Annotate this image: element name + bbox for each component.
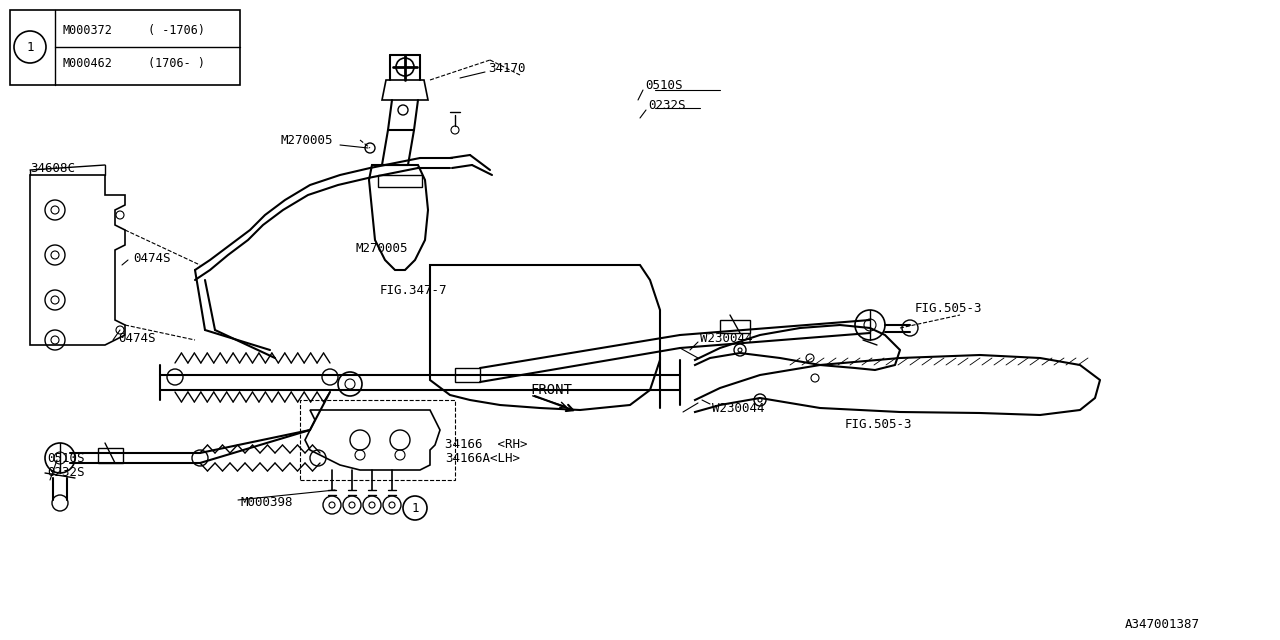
Text: M000372: M000372 [61,24,111,36]
Text: M270005: M270005 [280,134,333,147]
Text: FIG.505-3: FIG.505-3 [915,301,983,314]
Text: 34608C: 34608C [29,161,76,175]
Text: 0510S: 0510S [47,451,84,465]
Text: 1: 1 [411,502,419,515]
Text: (1706- ): (1706- ) [148,56,205,70]
Text: 0474S: 0474S [133,252,170,264]
Text: ( -1706): ( -1706) [148,24,205,36]
Text: W230044: W230044 [700,332,753,344]
Text: FIG.347-7: FIG.347-7 [380,284,448,296]
Text: 1: 1 [27,40,33,54]
Text: M000398: M000398 [241,497,293,509]
Text: W230044: W230044 [712,401,764,415]
Text: 0474S: 0474S [118,332,155,344]
Text: 34166  <RH>: 34166 <RH> [445,438,527,451]
Bar [300,400,454,480]
Text: M270005: M270005 [355,241,407,255]
Text: 0232S: 0232S [648,99,686,111]
Bar [10,10,241,85]
Text: FIG.505-3: FIG.505-3 [845,419,913,431]
Bar [378,175,422,187]
Text: M000462: M000462 [61,56,111,70]
Text: 0232S: 0232S [47,467,84,479]
Bar [721,320,750,333]
Bar [99,448,123,463]
Text: 34170: 34170 [488,61,526,74]
Text: A347001387: A347001387 [1125,618,1201,632]
Text: 0510S: 0510S [645,79,682,92]
Bar [454,368,480,382]
Text: FRONT: FRONT [530,383,572,397]
Text: 34166A<LH>: 34166A<LH> [445,451,520,465]
